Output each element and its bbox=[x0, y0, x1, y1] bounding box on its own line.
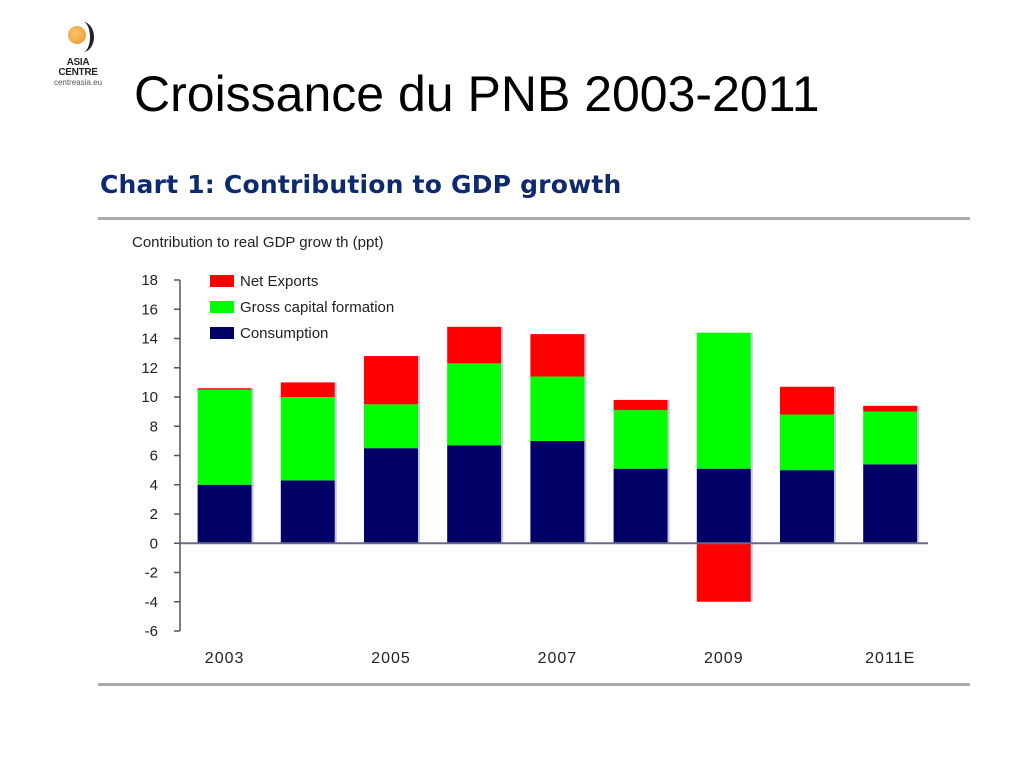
x-tick-label: 2003 bbox=[205, 650, 245, 667]
chart-title: Chart 1: Contribution to GDP growth bbox=[100, 170, 622, 199]
bar-segment-gross-capital-formation bbox=[863, 411, 918, 465]
logo-url: centreasia.eu bbox=[53, 78, 103, 87]
y-tick-label: 2 bbox=[150, 506, 158, 523]
bar-shadow bbox=[917, 405, 920, 544]
logo-mark-icon bbox=[58, 22, 98, 56]
bar-segment-consumption bbox=[280, 480, 335, 544]
logo-name: ASIA CENTRE bbox=[58, 57, 98, 78]
y-tick-label: 8 bbox=[150, 418, 158, 435]
y-tick-label: 6 bbox=[150, 448, 158, 465]
y-tick-label: -6 bbox=[145, 623, 158, 640]
bar-segment-net-exports bbox=[447, 326, 502, 364]
y-tick-label: -4 bbox=[145, 594, 158, 611]
bar-shadow bbox=[251, 388, 254, 544]
bar-shadow bbox=[418, 356, 420, 544]
legend-label: Gross capital formation bbox=[240, 299, 394, 316]
bar-segment-net-exports bbox=[863, 405, 918, 412]
bar-segment-consumption bbox=[613, 468, 668, 544]
y-tick-label: 18 bbox=[141, 272, 158, 289]
legend-swatch-gross-capital-formation bbox=[210, 301, 234, 313]
bar-segment-gross-capital-formation bbox=[613, 410, 668, 469]
bar-shadow bbox=[584, 334, 587, 544]
chart-subtitle: Contribution to real GDP grow th (ppt) bbox=[132, 234, 384, 251]
bar-shadow bbox=[501, 326, 504, 544]
bar-segment-consumption bbox=[364, 448, 418, 544]
x-tick-label: 2007 bbox=[538, 650, 578, 667]
bar-segment-gross-capital-formation bbox=[530, 376, 585, 441]
legend-label: Net Exports bbox=[240, 273, 318, 290]
x-tick-label: 2005 bbox=[371, 650, 411, 667]
bar-segment-consumption bbox=[696, 468, 751, 544]
bar-shadow bbox=[667, 399, 670, 544]
bar-segment-gross-capital-formation bbox=[447, 363, 502, 446]
slide-title: Croissance du PNB 2003-2011 bbox=[134, 66, 820, 122]
bar-segment-consumption bbox=[197, 484, 252, 544]
bar-segment-gross-capital-formation bbox=[280, 397, 335, 481]
bar-shadow bbox=[750, 332, 753, 602]
y-tick-label: -2 bbox=[145, 565, 158, 582]
bar-segment-gross-capital-formation bbox=[780, 414, 834, 471]
bar-segment-consumption bbox=[780, 470, 834, 544]
bar-segment-net-exports bbox=[780, 386, 834, 415]
x-tick-label: 2009 bbox=[704, 650, 744, 667]
bar-shadow bbox=[834, 386, 836, 544]
bar-segment-net-exports bbox=[613, 399, 668, 411]
y-tick-label: 0 bbox=[150, 535, 158, 552]
y-tick-label: 16 bbox=[141, 301, 158, 318]
bar-segment-net-exports bbox=[197, 388, 252, 390]
bar-segment-net-exports bbox=[696, 543, 751, 602]
y-tick-label: 14 bbox=[141, 331, 158, 348]
bar-segment-gross-capital-formation bbox=[197, 389, 252, 485]
legend-swatch-consumption bbox=[210, 327, 234, 339]
bar-segment-net-exports bbox=[530, 334, 585, 377]
legend-swatch-net-exports bbox=[210, 275, 234, 287]
y-tick-label: 4 bbox=[150, 477, 158, 494]
bar-segment-net-exports bbox=[280, 382, 335, 397]
top-rule bbox=[98, 217, 970, 220]
bottom-rule bbox=[98, 683, 970, 686]
bar-segment-gross-capital-formation bbox=[364, 404, 418, 449]
y-tick-label: 10 bbox=[141, 389, 158, 406]
bar-segment-net-exports bbox=[364, 356, 418, 405]
asia-centre-logo: ASIA CENTRE centreasia.eu bbox=[46, 22, 110, 88]
bar-segment-consumption bbox=[447, 445, 502, 544]
y-tick-label: 12 bbox=[141, 360, 158, 377]
bar-segment-consumption bbox=[530, 440, 585, 544]
bar-segment-gross-capital-formation bbox=[696, 332, 751, 469]
bar-segment-consumption bbox=[863, 464, 918, 544]
legend-label: Consumption bbox=[240, 325, 328, 342]
x-tick-label: 2011E bbox=[865, 650, 915, 667]
bar-shadow bbox=[334, 382, 337, 544]
